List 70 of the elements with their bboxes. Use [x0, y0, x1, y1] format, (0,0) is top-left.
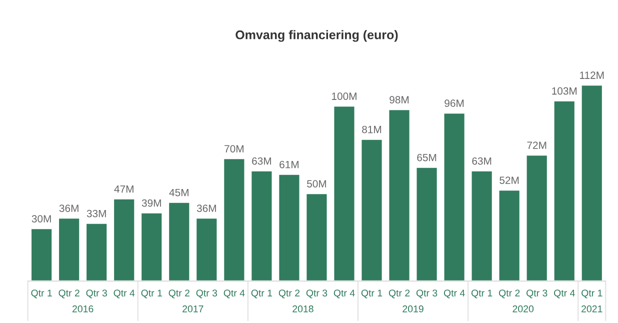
data-label: 112M: [580, 72, 604, 79]
data-label: 50M: [307, 180, 326, 188]
bar: [195, 217, 218, 282]
text: 2017: [182, 305, 204, 312]
data-label: 103M: [552, 87, 577, 95]
x-tick-label: Qtr 3: [196, 290, 218, 298]
x-tick-label: Qtr 3: [526, 290, 548, 298]
data-label: 63M: [472, 157, 492, 165]
chart-title: Omvang financiering (euro): [236, 30, 398, 42]
bar: [525, 154, 548, 282]
bar: [85, 222, 108, 282]
data-label: 36M: [59, 204, 78, 212]
x-tick-label: Qtr 1: [471, 290, 492, 298]
data-label: 100M: [332, 92, 356, 100]
bar: [470, 170, 494, 282]
text: 2016: [72, 305, 94, 312]
data-label: 33M: [86, 210, 106, 218]
bar: [58, 217, 81, 282]
data-label: 63M: [252, 157, 271, 165]
x-tick-label: Qtr 3: [306, 290, 328, 298]
x-tick-label: Qtr 4: [224, 290, 245, 298]
text: 2019: [402, 305, 424, 312]
bar: [222, 158, 246, 282]
x-tick-label: Qtr 1: [361, 290, 382, 298]
x-tick-label: Qtr 3: [416, 290, 438, 298]
data-label: 81M: [362, 126, 382, 134]
data-label: 61M: [280, 160, 298, 168]
bar: [498, 189, 521, 282]
x-tick-label: Qtr 1: [582, 290, 602, 298]
bar: [388, 108, 411, 282]
text: 2021: [582, 305, 602, 312]
data-label: 70M: [224, 145, 244, 152]
x-tick-label: Qtr 3: [86, 290, 107, 298]
data-label: 98M: [390, 96, 409, 104]
x-tick-label: Qtr 1: [141, 290, 162, 298]
data-label: 65M: [417, 154, 436, 162]
data-label: 96M: [444, 100, 464, 107]
data-label: 47M: [114, 185, 134, 193]
x-tick-label: Qtr 4: [114, 290, 135, 298]
data-label: 36M: [196, 204, 216, 212]
data-label: 72M: [527, 142, 546, 149]
x-tick-label: Qtr 2: [58, 290, 80, 298]
text: 2020: [512, 305, 534, 312]
x-tick-label: Qtr 4: [334, 290, 355, 298]
x-tick-label: Qtr 2: [168, 290, 190, 298]
data-label: 45M: [169, 188, 188, 196]
bar: [332, 105, 356, 282]
bar: [442, 112, 466, 282]
bar: [305, 192, 328, 282]
bar: [112, 198, 136, 282]
x-tick-label: Qtr 2: [498, 290, 520, 298]
x-tick-label: Qtr 1: [31, 290, 52, 298]
bar: [278, 174, 301, 282]
x-tick-label: Qtr 2: [388, 290, 410, 298]
bar: [552, 100, 576, 282]
x-tick-label: Qtr 4: [444, 290, 465, 298]
bar: [360, 138, 384, 282]
text: 2018: [292, 305, 314, 312]
bar: [415, 166, 438, 282]
x-tick-label: Qtr 2: [278, 290, 300, 298]
bar: [580, 84, 604, 282]
bar: [168, 202, 191, 282]
data-label: 39M: [142, 199, 161, 207]
data-label: 52M: [500, 176, 519, 184]
bar: [250, 170, 274, 282]
x-tick-label: Qtr 4: [554, 290, 575, 298]
data-label: 30M: [32, 215, 51, 222]
x-tick-label: Qtr 1: [251, 290, 272, 298]
bar: [140, 212, 164, 282]
bar: [30, 228, 53, 282]
